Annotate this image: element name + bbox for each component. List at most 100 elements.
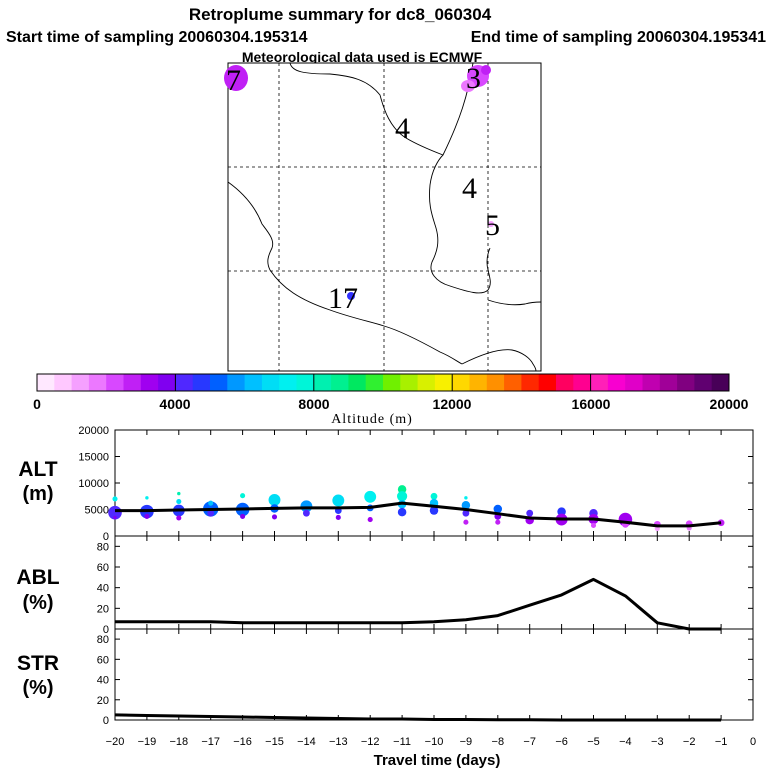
colorbar-swatch [261, 374, 280, 391]
colorbar-swatch [625, 374, 643, 391]
y-tick-label: 5000 [85, 505, 109, 517]
x-tick-label: −2 [683, 736, 696, 748]
colorbar-tick: 4000 [159, 396, 190, 412]
x-tick-label: −20 [106, 736, 125, 748]
colorbar-tick: 12000 [433, 396, 472, 412]
panel-axis-ticks: 05000100001500020000020406080020406080−2… [78, 425, 756, 748]
plume-marker [461, 80, 475, 92]
colorbar-swatch [434, 374, 453, 391]
alt-scatter-point [240, 493, 246, 499]
y-tick-label: 15000 [78, 452, 109, 464]
alt-scatter-point [397, 491, 408, 502]
alt-scatter-point [463, 519, 469, 525]
str-panel-unit: (%) [22, 677, 53, 699]
colorbar-swatch [711, 374, 730, 391]
start-time-label: Start time of sampling 20060304.195314 [6, 29, 308, 46]
colorbar-swatch [538, 374, 557, 391]
str-panel-frame [114, 628, 754, 721]
colorbar-swatch [279, 374, 297, 391]
colorbar-swatch [227, 374, 246, 391]
colorbar-swatches [37, 374, 730, 391]
colorbar-tick: 16000 [572, 396, 611, 412]
alt-scatter-point [112, 496, 118, 502]
alt-scatter-point [144, 513, 150, 519]
plume-map: 7 3 4 4 5 17 [224, 62, 542, 372]
plume-marker [488, 221, 494, 227]
alt-scatter-point [590, 522, 597, 528]
alt-scatter-point [335, 514, 341, 520]
alt-scatter-point [430, 492, 438, 500]
plume-marker [481, 65, 491, 75]
alt-scatter-point [462, 509, 470, 517]
x-tick-label: −1 [715, 736, 728, 748]
colorbar-swatch [210, 374, 228, 391]
y-tick-label: 80 [97, 541, 109, 553]
x-tick-label: −10 [425, 736, 444, 748]
x-tick-label: −13 [329, 736, 348, 748]
colorbar-swatch [244, 374, 263, 391]
map-point-label: 3 [466, 62, 481, 95]
alt-scatter-point [208, 500, 214, 506]
colorbar-swatch [590, 374, 609, 391]
map-frame [227, 62, 542, 372]
colorbar-tick: 0 [33, 396, 41, 412]
colorbar-swatch [677, 374, 695, 391]
altitude-colorbar: 0 4000 8000 12000 16000 20000 Altitude (… [33, 373, 749, 427]
abl-panel-frame [114, 535, 754, 630]
alt-scatter-point [397, 507, 407, 517]
x-tick-label: −19 [138, 736, 157, 748]
map-gridlines [228, 63, 541, 371]
colorbar-swatch [642, 374, 661, 391]
alt-scatter-point [429, 506, 439, 515]
colorbar-swatch [88, 374, 107, 391]
alt-scatter-point [464, 496, 468, 500]
str-panel-label: STR [17, 652, 59, 675]
alt-series-line [115, 501, 722, 528]
colorbar-frame [36, 373, 730, 392]
colorbar-swatch [123, 374, 142, 391]
panel-data-marks [108, 485, 725, 722]
y-tick-label: 20000 [78, 425, 109, 437]
y-tick-label: 40 [97, 675, 109, 687]
colorbar-swatch [486, 374, 505, 391]
x-tick-label: −3 [651, 736, 664, 748]
alt-scatter-point [332, 494, 345, 507]
alt-scatter-point [177, 491, 181, 496]
plume-marker [347, 292, 355, 300]
colorbar-swatch [573, 374, 592, 391]
colorbar-unit-label: Altitude (m) [331, 412, 413, 427]
colorbar-swatch [452, 374, 470, 391]
x-tick-label: −11 [393, 736, 411, 748]
alt-scatter-point [176, 515, 182, 521]
colorbar-swatch [348, 374, 367, 391]
met-data-label: Meteorological data used is ECMWF [242, 49, 483, 65]
y-tick-label: 60 [97, 562, 109, 574]
colorbar-swatch [659, 374, 678, 391]
alt-scatter-point [461, 501, 471, 510]
colorbar-swatch [175, 374, 194, 391]
plume-marker [224, 65, 248, 91]
x-tick-label: 0 [750, 736, 756, 748]
abl-panel-unit: (%) [22, 592, 53, 614]
end-time-label: End time of sampling 20060304.195341 [471, 29, 766, 46]
alt-scatter-point [303, 509, 310, 517]
map-point-label: 4 [395, 112, 410, 145]
x-tick-label: −15 [265, 736, 284, 748]
colorbar-swatch [383, 374, 401, 391]
colorbar-swatch [331, 374, 349, 391]
colorbar-swatch [296, 374, 315, 391]
time-series-panels: 05000100001500020000020406080020406080−2… [16, 425, 756, 768]
colorbar-swatch [106, 374, 124, 391]
colorbar-swatch [469, 374, 488, 391]
colorbar-swatch [521, 374, 540, 391]
y-tick-label: 0 [103, 531, 109, 543]
alt-scatter-point [495, 519, 501, 525]
x-tick-label: −14 [297, 736, 316, 748]
map-plume-markers [224, 65, 494, 300]
map-point-label: 4 [462, 172, 477, 205]
map-point-label: 5 [485, 209, 500, 242]
colorbar-swatch [313, 374, 332, 391]
alt-scatter-point [207, 509, 215, 517]
alt-scatter-point [240, 513, 246, 519]
alt-scatter-point [364, 490, 377, 503]
